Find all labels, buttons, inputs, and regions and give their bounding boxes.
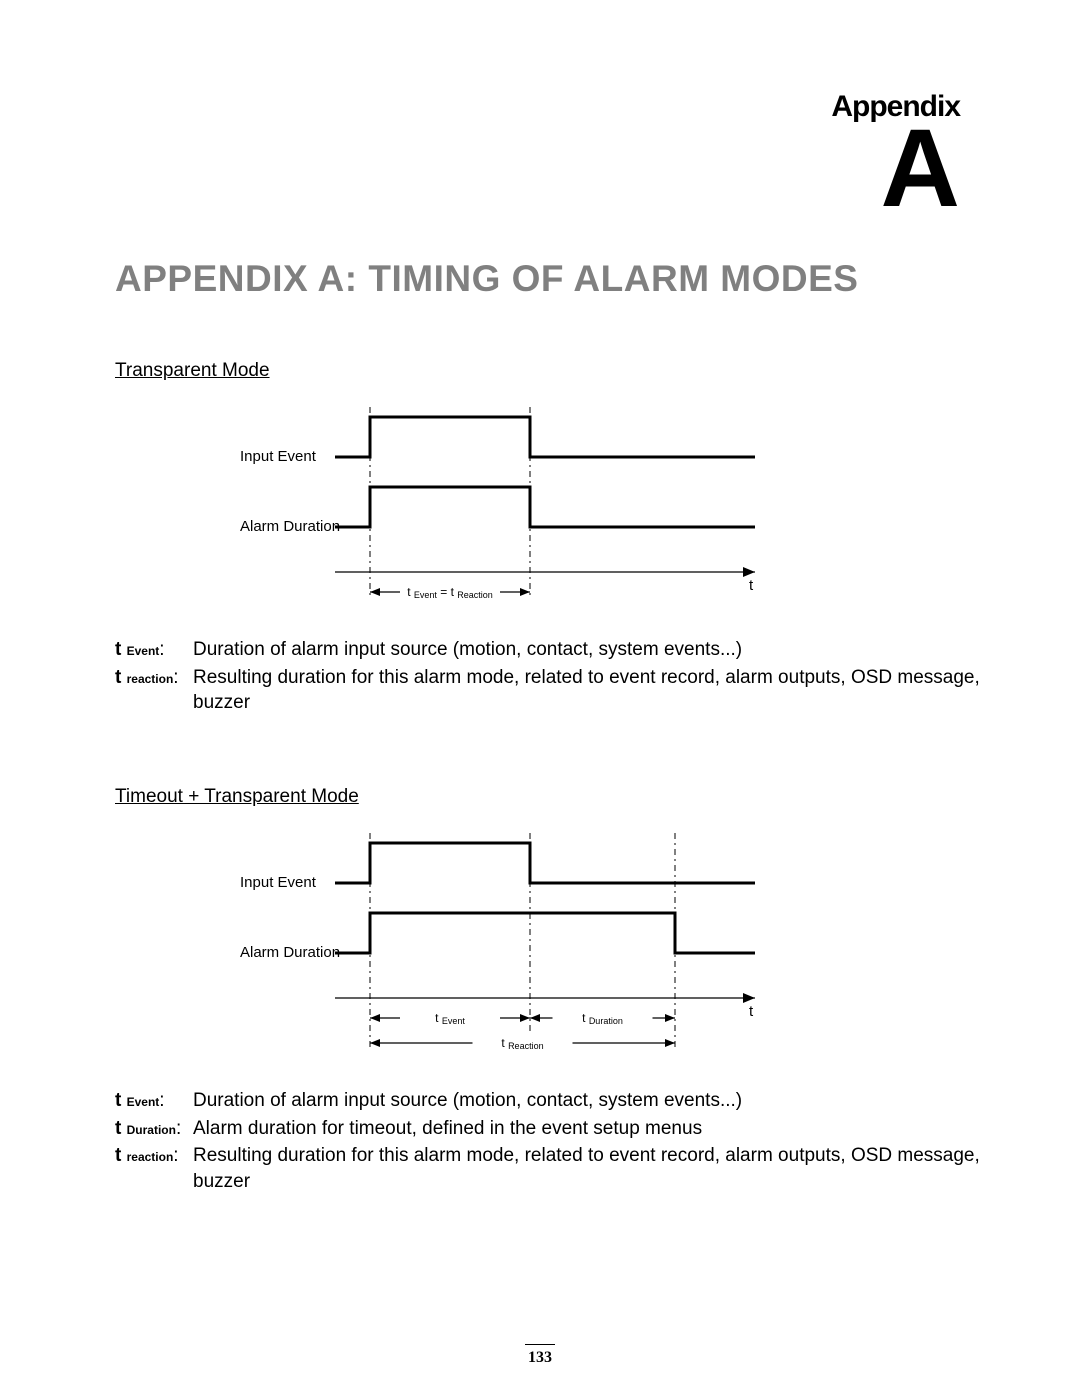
def1-term-0: t Event: [115, 637, 193, 663]
svg-text:t: t [749, 1003, 754, 1020]
page-container: Appendix A APPENDIX A: TIMING OF ALARM M… [0, 0, 1080, 1397]
def1-row-0: t Event:Duration of alarm input source (… [115, 637, 980, 663]
section1-diagram: Input EventAlarm Durationtt Event = t Re… [115, 402, 980, 622]
svg-text:t: t [749, 577, 754, 594]
appendix-letter: A [115, 119, 960, 218]
def2-desc-2: Resulting duration for this alarm mode, … [193, 1143, 980, 1194]
page-number-block: 133 [0, 1344, 1080, 1367]
section2-diagram: Input EventAlarm Durationtt Eventt Durat… [115, 828, 980, 1073]
def1-desc-1: Resulting duration for this alarm mode, … [193, 665, 980, 716]
def2-desc-0: Duration of alarm input source (motion, … [193, 1088, 980, 1114]
def1-desc-0: Duration of alarm input source (motion, … [193, 637, 980, 663]
svg-text:Alarm Duration: Alarm Duration [240, 518, 340, 535]
def2-row-1: t Duration:Alarm duration for timeout, d… [115, 1116, 980, 1142]
svg-text:Input Event: Input Event [240, 448, 317, 465]
def2-desc-1: Alarm duration for timeout, defined in t… [193, 1116, 980, 1142]
def2-row-0: t Event:Duration of alarm input source (… [115, 1088, 980, 1114]
def1-term-1: t reaction: [115, 665, 193, 691]
svg-text:Alarm Duration: Alarm Duration [240, 944, 340, 961]
def1-row-1: t reaction:Resulting duration for this a… [115, 665, 980, 716]
section1-title: Transparent Mode [115, 360, 980, 382]
page-number-rule [525, 1344, 555, 1345]
svg-text:Input Event: Input Event [240, 874, 317, 891]
def2-term-0: t Event: [115, 1088, 193, 1114]
def2-term-1: t Duration: [115, 1116, 193, 1142]
def2-row-2: t reaction:Resulting duration for this a… [115, 1143, 980, 1194]
section2-definitions: t Event:Duration of alarm input source (… [115, 1088, 980, 1195]
main-title: APPENDIX A: TIMING OF ALARM MODES [115, 258, 980, 300]
section1-definitions: t Event:Duration of alarm input source (… [115, 637, 980, 716]
def2-term-2: t reaction: [115, 1143, 193, 1169]
section2-title: Timeout + Transparent Mode [115, 786, 980, 808]
page-number: 133 [528, 1349, 552, 1366]
